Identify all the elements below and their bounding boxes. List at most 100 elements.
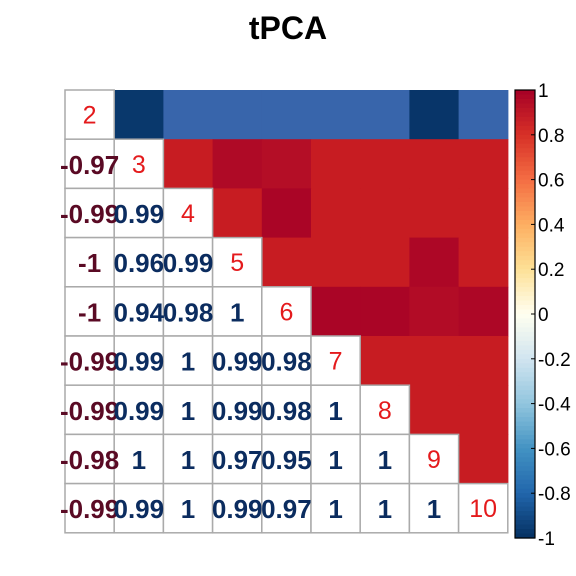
grid-cell <box>113 138 165 190</box>
colorbar-segment <box>515 282 535 288</box>
colorbar-segment <box>515 439 535 445</box>
colorbar-segment <box>515 237 535 243</box>
colorbar-tick-label: -0.4 <box>538 395 571 416</box>
colorbar-segment <box>515 358 535 364</box>
colorbar-segment <box>515 175 535 181</box>
coefficient-label: -0.99 <box>60 396 119 426</box>
coefficient-label: 0.94 <box>113 297 164 327</box>
colorbar-segment <box>515 157 535 163</box>
colorbar-segment <box>515 345 535 351</box>
coefficient-label: 0.99 <box>163 248 214 278</box>
heatmap-cell <box>311 237 361 288</box>
heatmap-cell <box>261 90 312 140</box>
variable-label: 5 <box>230 249 244 277</box>
colorbar-segment <box>515 533 535 539</box>
colorbar-segment <box>515 166 535 172</box>
colorbar-segment <box>515 390 535 396</box>
heatmap-cell <box>261 188 312 239</box>
coefficient-label: -0.97 <box>60 150 119 180</box>
colorbar-tick-label: -0.6 <box>538 439 571 460</box>
variable-label: 2 <box>83 102 97 130</box>
coefficient-label: 0.98 <box>261 347 312 377</box>
heatmap-cell <box>458 139 509 189</box>
colorbar-segment <box>515 125 535 131</box>
colorbar-segment <box>515 318 535 324</box>
colorbar-segment <box>515 260 535 266</box>
heatmap-cell <box>311 188 361 239</box>
variable-label: 6 <box>279 298 293 326</box>
grid-cell <box>162 236 214 288</box>
heatmap-cell <box>409 286 460 337</box>
coefficient-label: -1 <box>78 248 101 278</box>
colorbar-segment <box>515 452 535 458</box>
colorbar-segment <box>515 251 535 257</box>
colorbar-segment <box>515 143 535 149</box>
coefficient-label: 1 <box>427 494 441 524</box>
grid-cell <box>113 482 165 534</box>
coefficient-label: 1 <box>181 396 195 426</box>
coefficient-label: 1 <box>328 494 342 524</box>
colorbar-segment <box>515 408 535 414</box>
colorbar-tick-label: 1 <box>538 81 549 102</box>
coefficient-label: 0.99 <box>212 494 263 524</box>
colorbar-segment <box>515 210 535 217</box>
colorbar-segment <box>515 121 535 127</box>
colorbar-segment <box>515 224 535 230</box>
coefficient-label: 1 <box>230 297 244 327</box>
heatmap-cell <box>458 385 509 435</box>
colorbar-segment <box>515 376 535 382</box>
grid-cell <box>64 89 115 140</box>
colorbar-segment <box>515 152 535 158</box>
variable-label: 9 <box>427 446 441 474</box>
heatmap-cell <box>360 286 410 337</box>
grid-cell <box>408 433 460 485</box>
colorbar-segment <box>515 493 535 499</box>
coefficient-label: 1 <box>181 445 195 475</box>
colorbar-segment <box>515 372 535 378</box>
grid-cell <box>162 286 214 337</box>
coefficient-label: 0.99 <box>113 494 164 524</box>
colorbar-tick-label: -0.2 <box>538 350 571 371</box>
grid-cell <box>261 384 312 436</box>
heatmap-cell <box>163 90 214 140</box>
colorbar-segment <box>515 336 535 342</box>
colorbar-segment <box>515 112 535 118</box>
colorbar-segment <box>515 233 535 239</box>
colorbar-tick-label: 0.4 <box>538 215 565 236</box>
heatmap-cell <box>409 237 460 288</box>
heatmap-cell <box>458 434 509 485</box>
colorbar-segment <box>515 412 535 418</box>
heatmap-cell <box>212 188 263 239</box>
colorbar-segment <box>515 511 535 517</box>
variable-label: 4 <box>181 200 195 228</box>
colorbar-segment <box>515 520 535 526</box>
colorbar-segment <box>515 305 535 311</box>
colorbar-segment <box>515 291 535 297</box>
coefficient-label: 1 <box>328 445 342 475</box>
coefficient-label: 1 <box>328 396 342 426</box>
grid-cell <box>261 482 312 534</box>
colorbar-segment <box>515 197 535 203</box>
heatmap-cell <box>261 237 312 288</box>
colorbar-segment <box>515 403 535 409</box>
colorbar-segment <box>515 215 535 221</box>
heatmap-cell <box>212 90 263 140</box>
colorbar-segment <box>515 98 535 105</box>
colorbar-segment <box>515 443 535 449</box>
coefficient-label: 0.98 <box>261 396 312 426</box>
heatmap-cell <box>409 385 460 435</box>
heatmap-cell <box>114 90 164 140</box>
colorbar-segment <box>515 394 535 400</box>
coefficient-label: 0.97 <box>261 494 312 524</box>
colorbar-segment <box>515 246 535 252</box>
colorbar-segment <box>515 502 535 508</box>
coefficient-label: -0.99 <box>60 494 119 524</box>
coefficient-label: 0.99 <box>113 396 164 426</box>
colorbar-segment <box>515 161 535 167</box>
colorbar-segment <box>515 179 535 185</box>
coefficient-label: 1 <box>378 445 392 475</box>
coefficient-label: 0.98 <box>163 297 214 327</box>
colorbar-segment <box>515 331 535 337</box>
colorbar-segment <box>515 188 535 194</box>
